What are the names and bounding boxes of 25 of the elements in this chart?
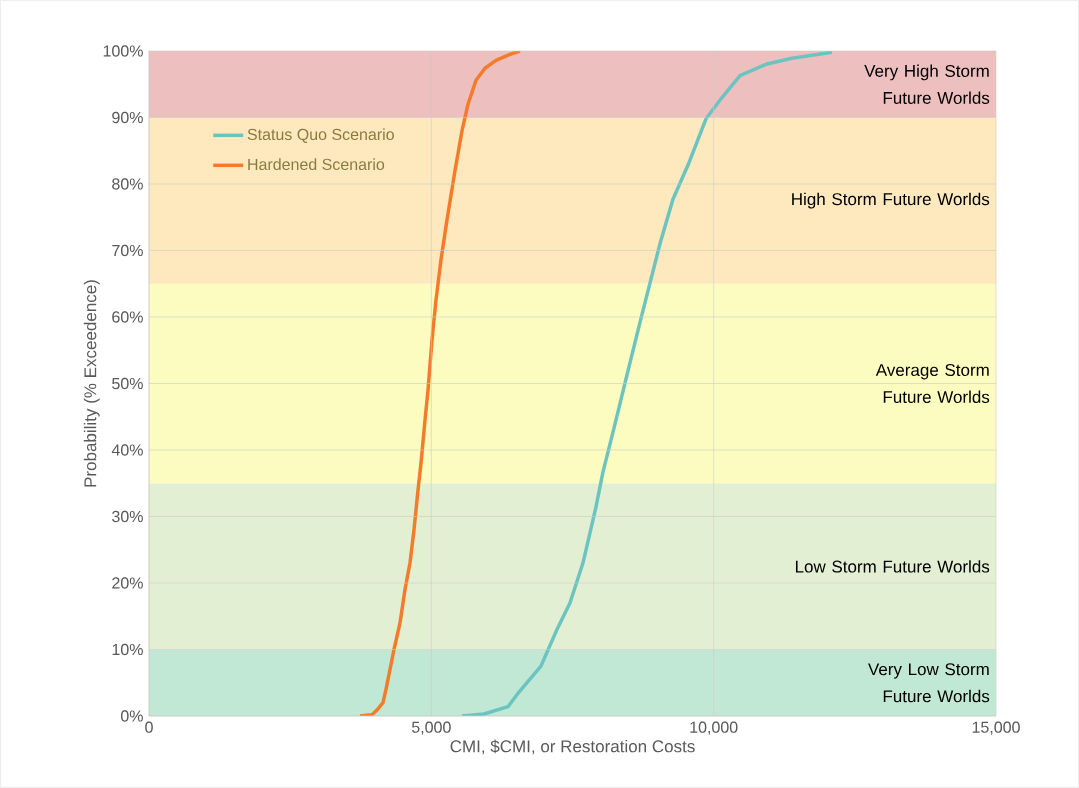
y-tick-label: 10%: [112, 643, 143, 656]
band-label: Low Storm Future Worlds: [795, 560, 990, 573]
y-tick-label: 30%: [112, 510, 143, 523]
x-tick-label: 0: [145, 721, 153, 733]
band-label: Average Storm Future Worlds: [875, 363, 990, 404]
y-tick-label: 20%: [112, 577, 143, 589]
band-label: Very Low Storm Future Worlds: [868, 663, 990, 703]
x-tick-label: 5,000: [411, 721, 451, 735]
x-axis-title: CMI, $CMI, or Restoration Costs: [450, 739, 695, 755]
x-tick-label: 15,000: [972, 721, 1020, 735]
y-tick-label: 70%: [112, 244, 143, 257]
legend-label: Hardened Scenario: [248, 158, 385, 171]
band-label: High Storm Future Worlds: [792, 192, 990, 209]
y-tick-label: 60%: [112, 311, 143, 323]
y-tick-label: 40%: [111, 444, 143, 456]
line-series: [460, 50, 834, 716]
y-tick-label: 0%: [120, 710, 143, 722]
y-tick-label: 50%: [112, 377, 143, 390]
x-tick-label: 10,000: [690, 721, 738, 735]
legend-label: Status Quo Scenario: [247, 128, 394, 143]
y-tick-label: 100%: [103, 45, 143, 57]
y-tick-label: 80%: [112, 178, 143, 190]
y-tick-label: 90%: [112, 111, 143, 124]
band-label: Very High Storm Future Worlds: [864, 64, 990, 104]
y-axis-title: Probability (% Exceedence): [83, 280, 100, 487]
